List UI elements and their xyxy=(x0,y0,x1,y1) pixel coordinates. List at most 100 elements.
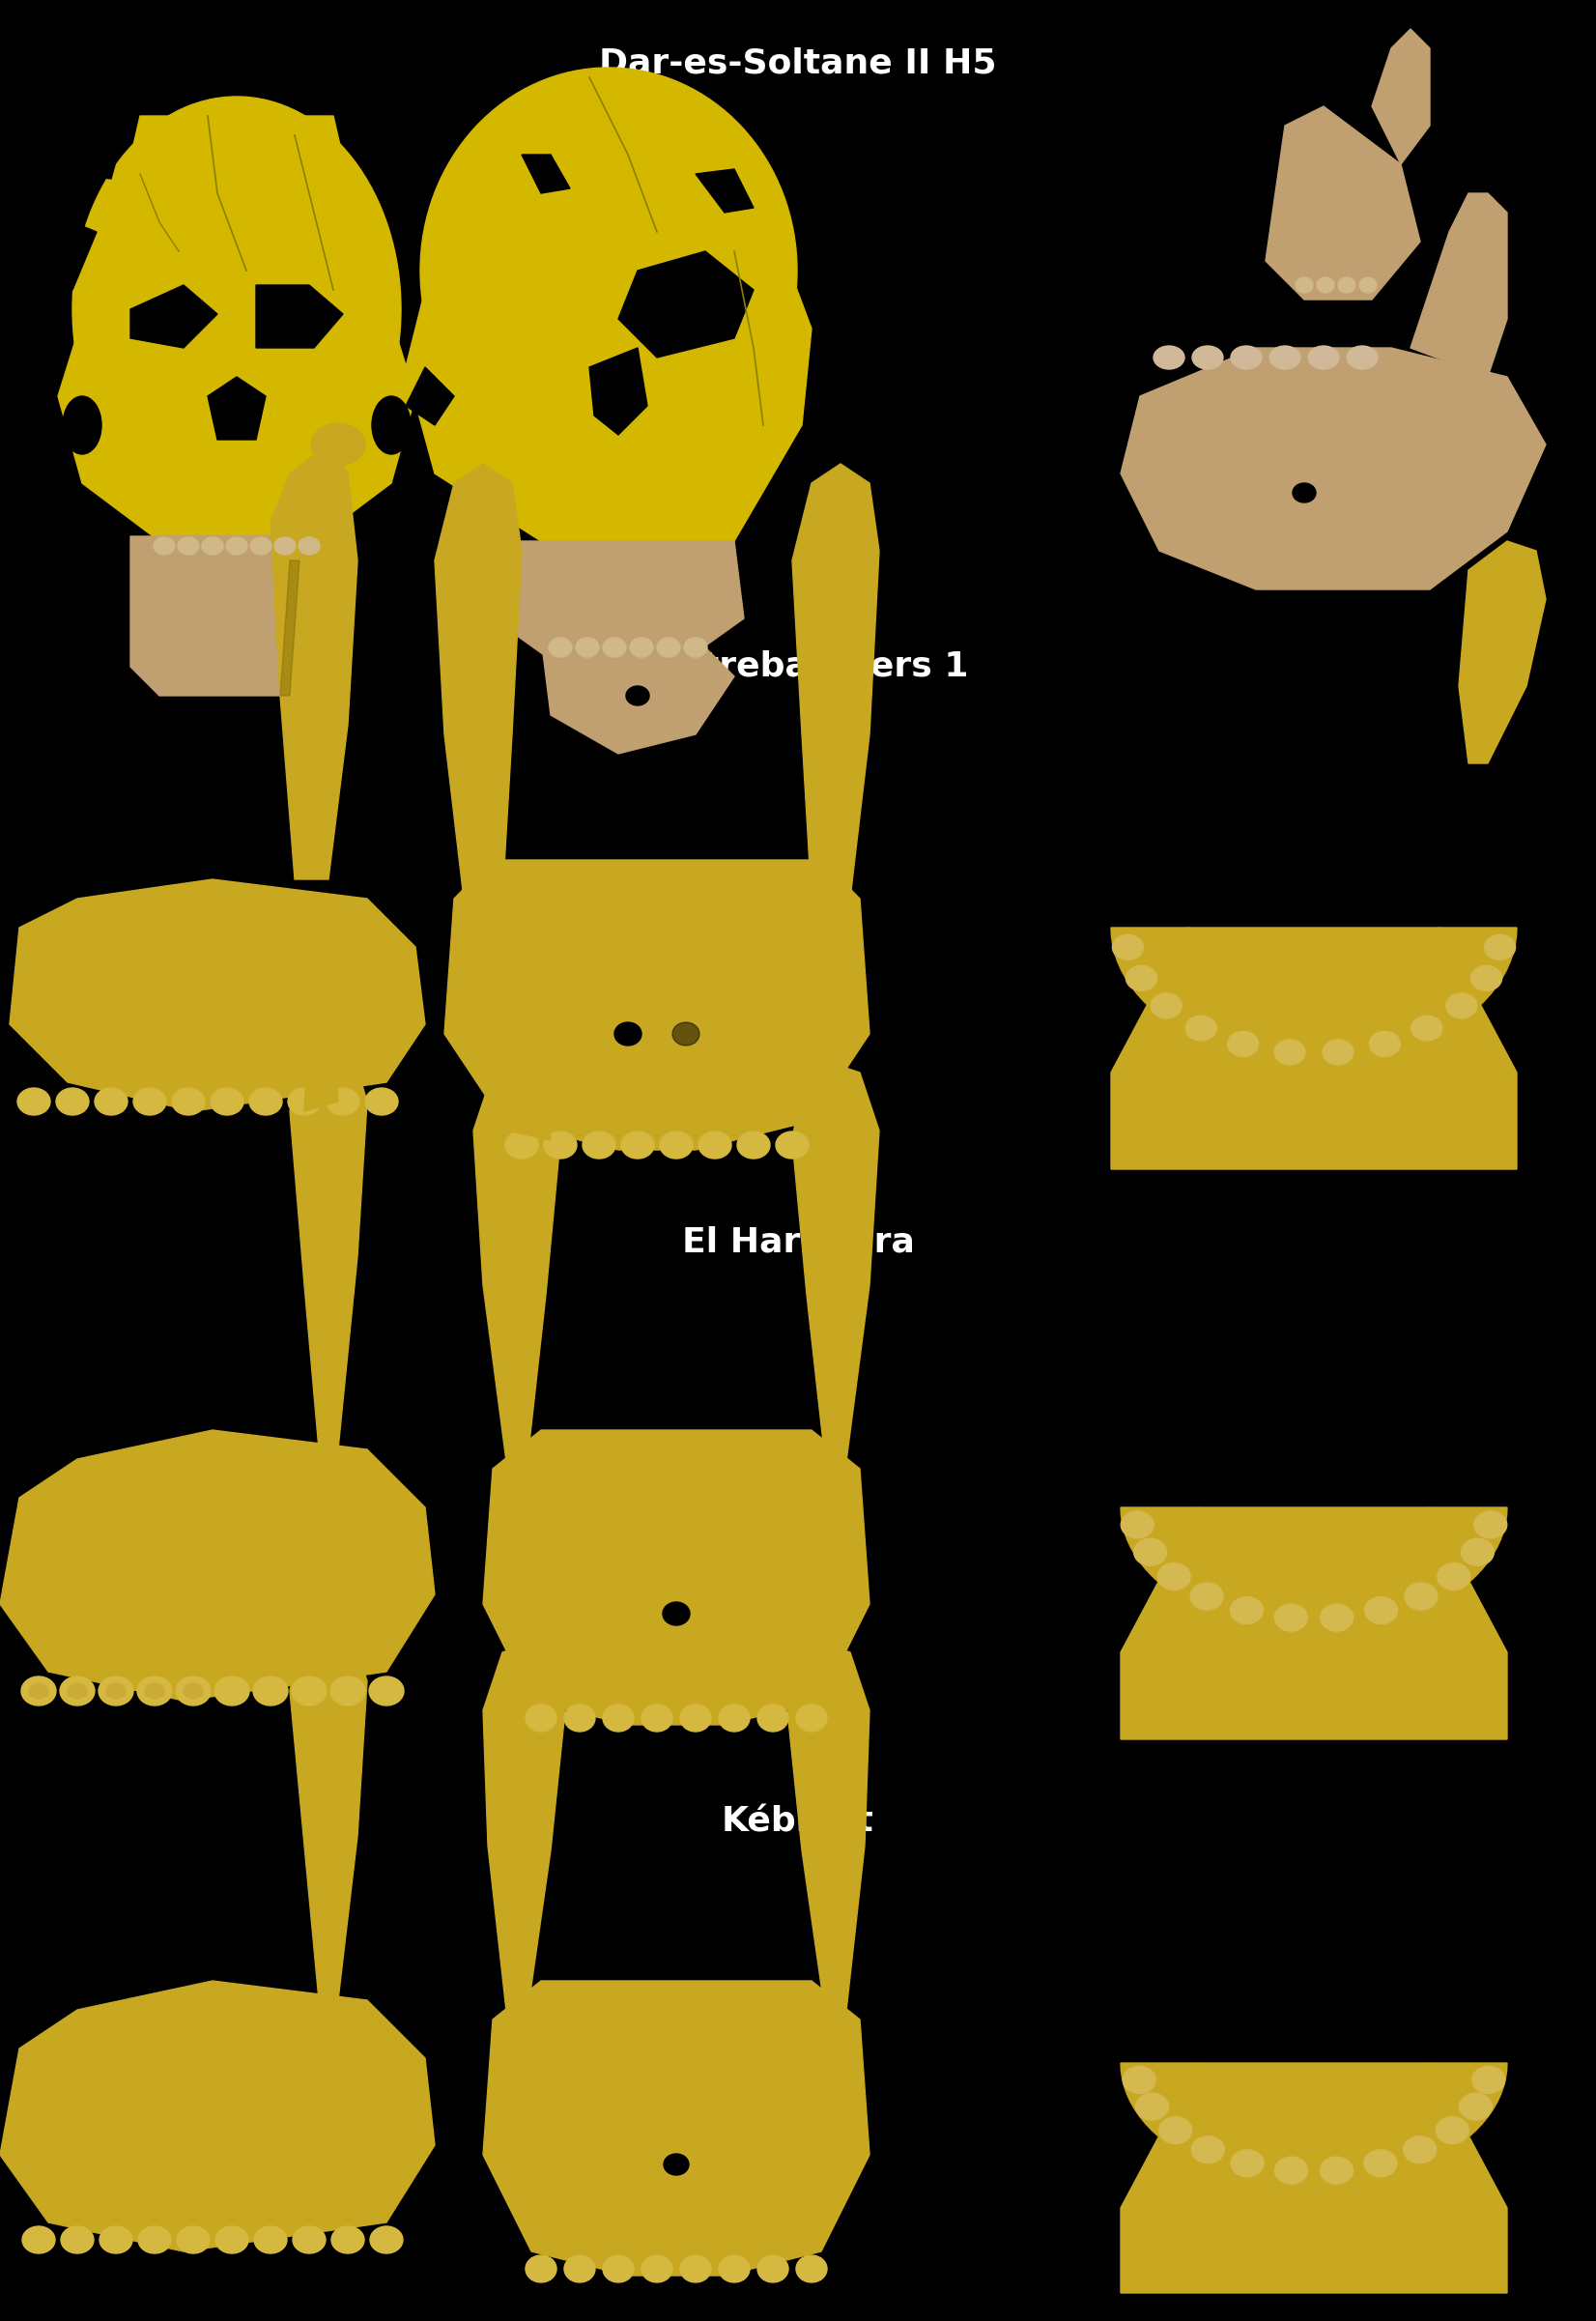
Ellipse shape xyxy=(718,1704,750,1731)
Ellipse shape xyxy=(672,1021,699,1044)
Ellipse shape xyxy=(1157,1562,1191,1590)
Ellipse shape xyxy=(796,1704,827,1731)
Ellipse shape xyxy=(61,1676,94,1706)
Ellipse shape xyxy=(1403,2135,1436,2163)
Polygon shape xyxy=(290,1622,367,2001)
Ellipse shape xyxy=(1275,1604,1307,1632)
Ellipse shape xyxy=(254,2226,287,2254)
Ellipse shape xyxy=(176,1676,211,1706)
Ellipse shape xyxy=(298,536,319,555)
Ellipse shape xyxy=(1124,2066,1156,2094)
Ellipse shape xyxy=(718,2256,750,2282)
Ellipse shape xyxy=(549,638,571,657)
Ellipse shape xyxy=(1484,935,1516,961)
Ellipse shape xyxy=(177,2226,209,2254)
Ellipse shape xyxy=(1133,1539,1167,1567)
Ellipse shape xyxy=(107,1683,126,1699)
Polygon shape xyxy=(792,464,879,898)
Polygon shape xyxy=(484,1980,870,2275)
Ellipse shape xyxy=(330,1676,365,1706)
Ellipse shape xyxy=(1296,276,1314,292)
Polygon shape xyxy=(290,1044,367,1448)
Polygon shape xyxy=(1120,1506,1507,1634)
Ellipse shape xyxy=(1472,2066,1505,2094)
Ellipse shape xyxy=(565,2256,595,2282)
Ellipse shape xyxy=(621,1133,654,1158)
Polygon shape xyxy=(541,638,734,754)
Polygon shape xyxy=(618,251,753,357)
Polygon shape xyxy=(1373,28,1430,165)
Ellipse shape xyxy=(1231,346,1262,369)
Ellipse shape xyxy=(203,536,223,555)
Polygon shape xyxy=(589,348,648,434)
Ellipse shape xyxy=(214,1676,249,1706)
Ellipse shape xyxy=(525,2256,557,2282)
Text: Contrebandiers 1: Contrebandiers 1 xyxy=(627,650,969,682)
Ellipse shape xyxy=(699,1133,731,1158)
Polygon shape xyxy=(255,285,343,348)
Ellipse shape xyxy=(1347,346,1377,369)
Ellipse shape xyxy=(1154,346,1184,369)
Ellipse shape xyxy=(1337,276,1355,292)
Polygon shape xyxy=(474,1063,560,1469)
Polygon shape xyxy=(1120,2063,1507,2293)
Polygon shape xyxy=(792,1063,879,1469)
Ellipse shape xyxy=(29,1683,48,1699)
Polygon shape xyxy=(81,116,391,367)
Ellipse shape xyxy=(642,1704,672,1731)
Polygon shape xyxy=(207,376,265,439)
Ellipse shape xyxy=(1472,966,1502,991)
Ellipse shape xyxy=(21,1676,56,1706)
Polygon shape xyxy=(474,251,763,357)
Polygon shape xyxy=(696,169,753,214)
Ellipse shape xyxy=(370,2226,402,2254)
Ellipse shape xyxy=(99,2226,132,2254)
Polygon shape xyxy=(1411,193,1507,376)
Ellipse shape xyxy=(1436,2117,1468,2145)
Ellipse shape xyxy=(1438,1562,1470,1590)
Ellipse shape xyxy=(1136,2094,1168,2119)
Ellipse shape xyxy=(251,536,271,555)
Polygon shape xyxy=(281,559,300,696)
Polygon shape xyxy=(434,464,522,898)
Ellipse shape xyxy=(1275,2156,1307,2184)
Ellipse shape xyxy=(1274,1040,1306,1065)
Ellipse shape xyxy=(630,638,653,657)
Ellipse shape xyxy=(365,1089,397,1114)
Ellipse shape xyxy=(1125,966,1157,991)
Polygon shape xyxy=(405,251,811,541)
Polygon shape xyxy=(131,285,217,348)
Polygon shape xyxy=(270,446,358,880)
Ellipse shape xyxy=(659,1133,693,1158)
Ellipse shape xyxy=(94,1089,128,1114)
Ellipse shape xyxy=(1231,1597,1262,1625)
Ellipse shape xyxy=(287,1089,321,1114)
Ellipse shape xyxy=(1227,1031,1259,1056)
Polygon shape xyxy=(1111,928,1516,1170)
Ellipse shape xyxy=(1159,2117,1192,2145)
Ellipse shape xyxy=(327,1615,373,1650)
Polygon shape xyxy=(484,541,744,666)
Ellipse shape xyxy=(680,2256,712,2282)
Ellipse shape xyxy=(254,1676,287,1706)
Ellipse shape xyxy=(1120,1511,1154,1539)
Ellipse shape xyxy=(145,1683,164,1699)
Ellipse shape xyxy=(737,1133,769,1158)
Ellipse shape xyxy=(1320,1604,1353,1632)
Ellipse shape xyxy=(211,1089,244,1114)
Ellipse shape xyxy=(420,67,796,473)
Ellipse shape xyxy=(292,1676,327,1706)
Text: Dar-es-Soltane II H5: Dar-es-Soltane II H5 xyxy=(598,46,998,79)
Ellipse shape xyxy=(1231,2149,1264,2177)
Polygon shape xyxy=(140,536,334,590)
Ellipse shape xyxy=(1446,993,1476,1019)
Ellipse shape xyxy=(332,2226,364,2254)
Polygon shape xyxy=(131,536,343,696)
Ellipse shape xyxy=(139,2226,171,2254)
Ellipse shape xyxy=(658,638,680,657)
Ellipse shape xyxy=(369,1676,404,1706)
Ellipse shape xyxy=(1320,2156,1353,2184)
Polygon shape xyxy=(0,1430,434,1701)
Ellipse shape xyxy=(1309,346,1339,369)
Ellipse shape xyxy=(662,1601,689,1625)
